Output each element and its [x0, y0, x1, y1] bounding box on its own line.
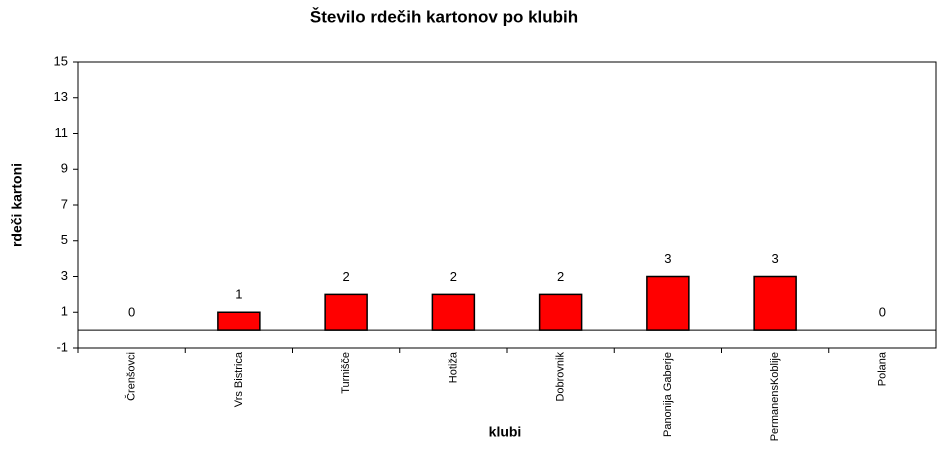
- value-label: 0: [879, 305, 886, 320]
- bar: [646, 275, 690, 331]
- x-axis-label: klubi: [489, 424, 522, 440]
- y-tick-label: 3: [61, 268, 68, 283]
- bar: [217, 311, 261, 331]
- y-tick-label: 13: [54, 89, 68, 104]
- bar: [431, 293, 476, 331]
- value-label: 3: [664, 251, 671, 266]
- bar: [538, 293, 583, 331]
- y-tick-label: 1: [61, 304, 68, 319]
- y-axis-label: rdeči kartoni: [9, 163, 25, 247]
- value-label: 2: [450, 269, 457, 284]
- y-tick-label: -1: [56, 339, 68, 354]
- value-label: 2: [343, 269, 350, 284]
- value-label: 0: [128, 305, 135, 320]
- x-tick-label: Vrs Bistrica: [233, 351, 245, 407]
- bar: [753, 275, 797, 331]
- x-tick-label: Hotiža: [447, 351, 459, 383]
- value-label: 2: [557, 269, 564, 284]
- x-tick-label: Panonija Gaberje: [662, 352, 674, 437]
- y-tick-label: 9: [61, 161, 68, 176]
- x-tick-label: PermanensKoblije: [769, 352, 781, 441]
- x-tick-label: Dobrovnik: [555, 352, 567, 402]
- value-label: 1: [235, 287, 242, 302]
- value-label: 3: [772, 251, 779, 266]
- bar: [324, 293, 368, 331]
- y-tick-label: 11: [55, 125, 69, 140]
- y-tick-label: 5: [61, 232, 68, 247]
- x-tick-label: Polana: [876, 351, 888, 386]
- x-tick-label: Črenšovci: [125, 352, 138, 401]
- y-tick-label: 7: [61, 196, 68, 211]
- chart-title: Število rdečih kartonov po klubih: [310, 7, 578, 26]
- x-tick-label: Turnišče: [340, 352, 352, 394]
- plot-area: [77, 61, 937, 349]
- y-tick-label: 15: [54, 53, 68, 68]
